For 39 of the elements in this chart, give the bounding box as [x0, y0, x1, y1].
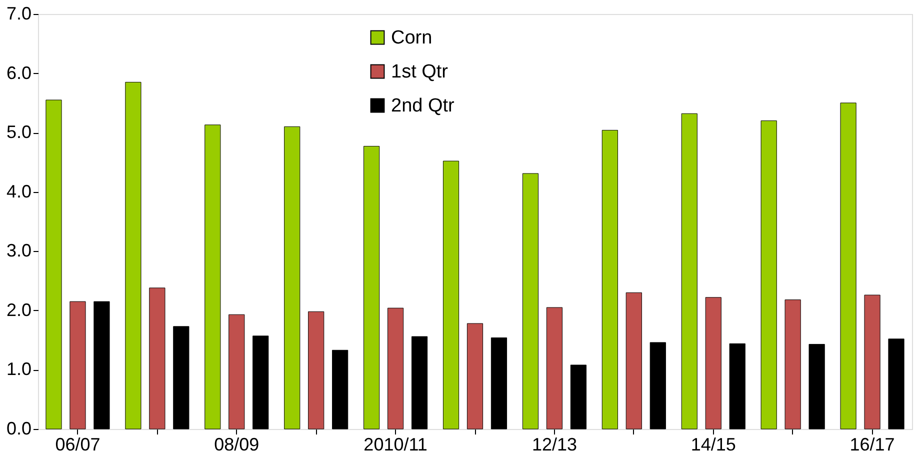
y-tick-label: 6.0: [6, 62, 32, 83]
y-tick-label: 4.0: [6, 181, 32, 202]
bar: [364, 146, 380, 430]
bar: [840, 102, 856, 430]
legend-label: Corn: [391, 28, 432, 48]
bar: [808, 344, 825, 430]
bar: [125, 82, 142, 430]
bar: [729, 343, 746, 430]
bar: [681, 113, 698, 430]
y-tick-label: 1.0: [6, 359, 32, 380]
x-tick-label: 2010/11: [364, 434, 428, 454]
bar: [94, 301, 110, 430]
bar: [602, 130, 618, 430]
bar: [204, 124, 221, 430]
bar: [760, 120, 777, 430]
x-tick-label: 08/09: [214, 434, 260, 454]
bar: [650, 342, 666, 430]
legend-label: 1st Qtr: [391, 62, 449, 82]
y-tick-label: 0.0: [6, 418, 32, 438]
y-tick-label: 2.0: [6, 300, 32, 320]
bar: [570, 364, 586, 430]
x-tick-label: 06/07: [55, 434, 100, 454]
bar: [522, 173, 539, 430]
y-tick-label: 7.0: [6, 4, 32, 24]
bar: [332, 350, 348, 430]
y-tick-label: 3.0: [6, 240, 32, 261]
bar: [888, 338, 904, 430]
bar: [442, 160, 460, 430]
bar: [284, 126, 300, 430]
x-tick-label: 14/15: [690, 434, 736, 454]
x-tick-label: 12/13: [532, 434, 577, 454]
x-tick-label: 16/17: [850, 434, 895, 454]
bar: [46, 100, 62, 430]
legend-label: 2nd Qtr: [391, 96, 456, 116]
y-tick-label: 5.0: [6, 122, 32, 142]
bar: [173, 326, 190, 430]
bar: [252, 336, 269, 430]
bar: [490, 337, 508, 430]
bar: [411, 336, 428, 430]
